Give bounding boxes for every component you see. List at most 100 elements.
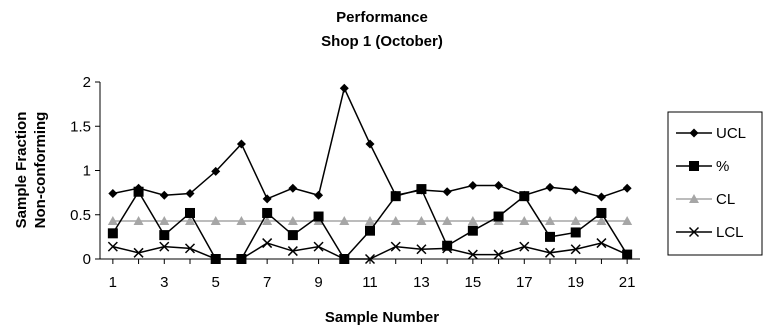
data-point-percent — [236, 254, 247, 264]
legend-marker-ucl — [689, 128, 699, 138]
series-layer — [107, 83, 633, 265]
data-point-percent — [467, 225, 478, 236]
data-point-ucl — [365, 139, 375, 149]
data-point-cl — [133, 215, 144, 225]
legend-marker-cl — [689, 194, 699, 203]
data-point-cl — [107, 215, 118, 225]
legend-item-percent: % — [676, 158, 729, 175]
data-point-lcl-stroke-b — [596, 238, 607, 249]
legend-label-percent: % — [716, 158, 729, 175]
data-point-lcl-stroke-b — [416, 244, 427, 255]
series-line-lcl — [112, 242, 628, 260]
data-point-cl — [467, 215, 478, 225]
data-point-percent — [570, 227, 581, 238]
x-tick-label: 7 — [263, 274, 271, 291]
data-point-cl — [570, 215, 581, 225]
data-point-lcl-stroke-b — [364, 253, 376, 265]
data-point-percent — [262, 207, 273, 218]
data-point-lcl — [287, 246, 298, 257]
data-point-cl — [365, 215, 375, 225]
data-point-percent — [365, 225, 375, 236]
data-point-lcl — [467, 249, 478, 260]
data-point-cl — [287, 215, 298, 225]
data-point-lcl — [159, 241, 170, 252]
data-point-lcl — [184, 243, 196, 254]
data-point-percent — [442, 240, 453, 251]
legend-label-lcl: LCL — [716, 224, 744, 241]
data-point-ucl — [262, 194, 272, 204]
legend-item-cl: CL — [676, 191, 735, 208]
data-point-lcl-stroke-b — [133, 247, 144, 258]
data-point-lcl-stroke-b — [313, 241, 324, 252]
data-point-cl — [262, 215, 273, 225]
x-tick-label: 3 — [160, 274, 168, 291]
data-point-ucl — [519, 190, 529, 200]
y-tick-label: 2 — [83, 74, 91, 91]
data-point-cl — [210, 215, 221, 225]
data-point-lcl-stroke-b — [493, 249, 504, 260]
data-point-lcl-stroke-b — [184, 243, 196, 254]
data-point-percent — [622, 249, 633, 260]
data-point-percent — [210, 254, 221, 264]
series-lcl — [107, 238, 633, 265]
x-tick-label: 19 — [567, 274, 584, 291]
data-point-ucl — [134, 183, 144, 193]
legend-label-cl: CL — [716, 191, 735, 208]
x-tick-label: 15 — [465, 274, 482, 291]
data-point-lcl — [262, 238, 273, 249]
y-axis-label-line1: Sample Fraction — [13, 112, 30, 229]
chart-subtitle: Shop 1 (October) — [321, 33, 443, 50]
data-point-cl — [390, 215, 401, 225]
data-point-lcl — [544, 247, 556, 258]
data-point-ucl — [442, 187, 452, 197]
data-point-ucl — [622, 183, 632, 193]
data-point-lcl-stroke-b — [287, 246, 298, 257]
x-tick-label: 11 — [362, 274, 378, 291]
data-point-ucl — [339, 83, 349, 93]
legend-item-ucl: UCL — [676, 125, 746, 142]
data-point-lcl-stroke-b — [570, 244, 581, 255]
data-point-percent — [313, 211, 324, 222]
data-point-ucl — [236, 139, 246, 149]
data-point-lcl — [416, 244, 427, 255]
data-point-ucl — [494, 181, 504, 191]
data-point-lcl — [107, 241, 118, 252]
legend-marker-percent — [689, 161, 699, 171]
chart-title: Performance — [336, 9, 428, 26]
data-point-percent — [159, 230, 170, 241]
data-point-ucl — [314, 190, 324, 200]
legend: UCL% CL LCL — [667, 111, 763, 256]
data-point-lcl — [570, 244, 581, 255]
y-tick-label: 0.5 — [70, 207, 91, 224]
data-point-lcl — [390, 241, 401, 252]
data-point-cl — [545, 215, 555, 225]
data-point-lcl-stroke-b — [519, 241, 530, 252]
y-tick-label: 0 — [83, 251, 91, 268]
data-point-ucl — [468, 181, 478, 191]
legend-label-ucl: UCL — [716, 125, 746, 142]
x-axis-label: Sample Number — [325, 309, 439, 326]
data-point-ucl — [185, 189, 195, 199]
data-point-cl — [519, 215, 530, 225]
data-point-cl — [236, 215, 247, 225]
data-point-cl — [159, 215, 170, 225]
data-point-percent — [185, 207, 195, 218]
legend-marker-lcl-stroke-b — [688, 226, 700, 238]
series-ucl — [108, 83, 632, 204]
x-tick-label: 21 — [619, 274, 636, 291]
data-point-cl — [622, 215, 633, 225]
data-point-ucl — [288, 183, 298, 193]
x-tick-label: 1 — [109, 274, 117, 291]
data-point-lcl-stroke-b — [467, 249, 478, 260]
data-point-lcl-stroke-b — [107, 241, 118, 252]
data-point-percent — [287, 230, 298, 241]
x-tick-label: 9 — [314, 274, 322, 291]
legend-marker-lcl — [688, 226, 700, 238]
data-point-ucl — [596, 192, 606, 202]
x-tick-label: 5 — [212, 274, 220, 291]
legend-item-lcl: LCL — [676, 224, 744, 241]
data-point-ucl — [211, 166, 221, 176]
axes: 00.511.521 3 5 7 9 11 13 15 17 19 21 — [70, 74, 640, 291]
data-point-cl — [416, 215, 427, 225]
